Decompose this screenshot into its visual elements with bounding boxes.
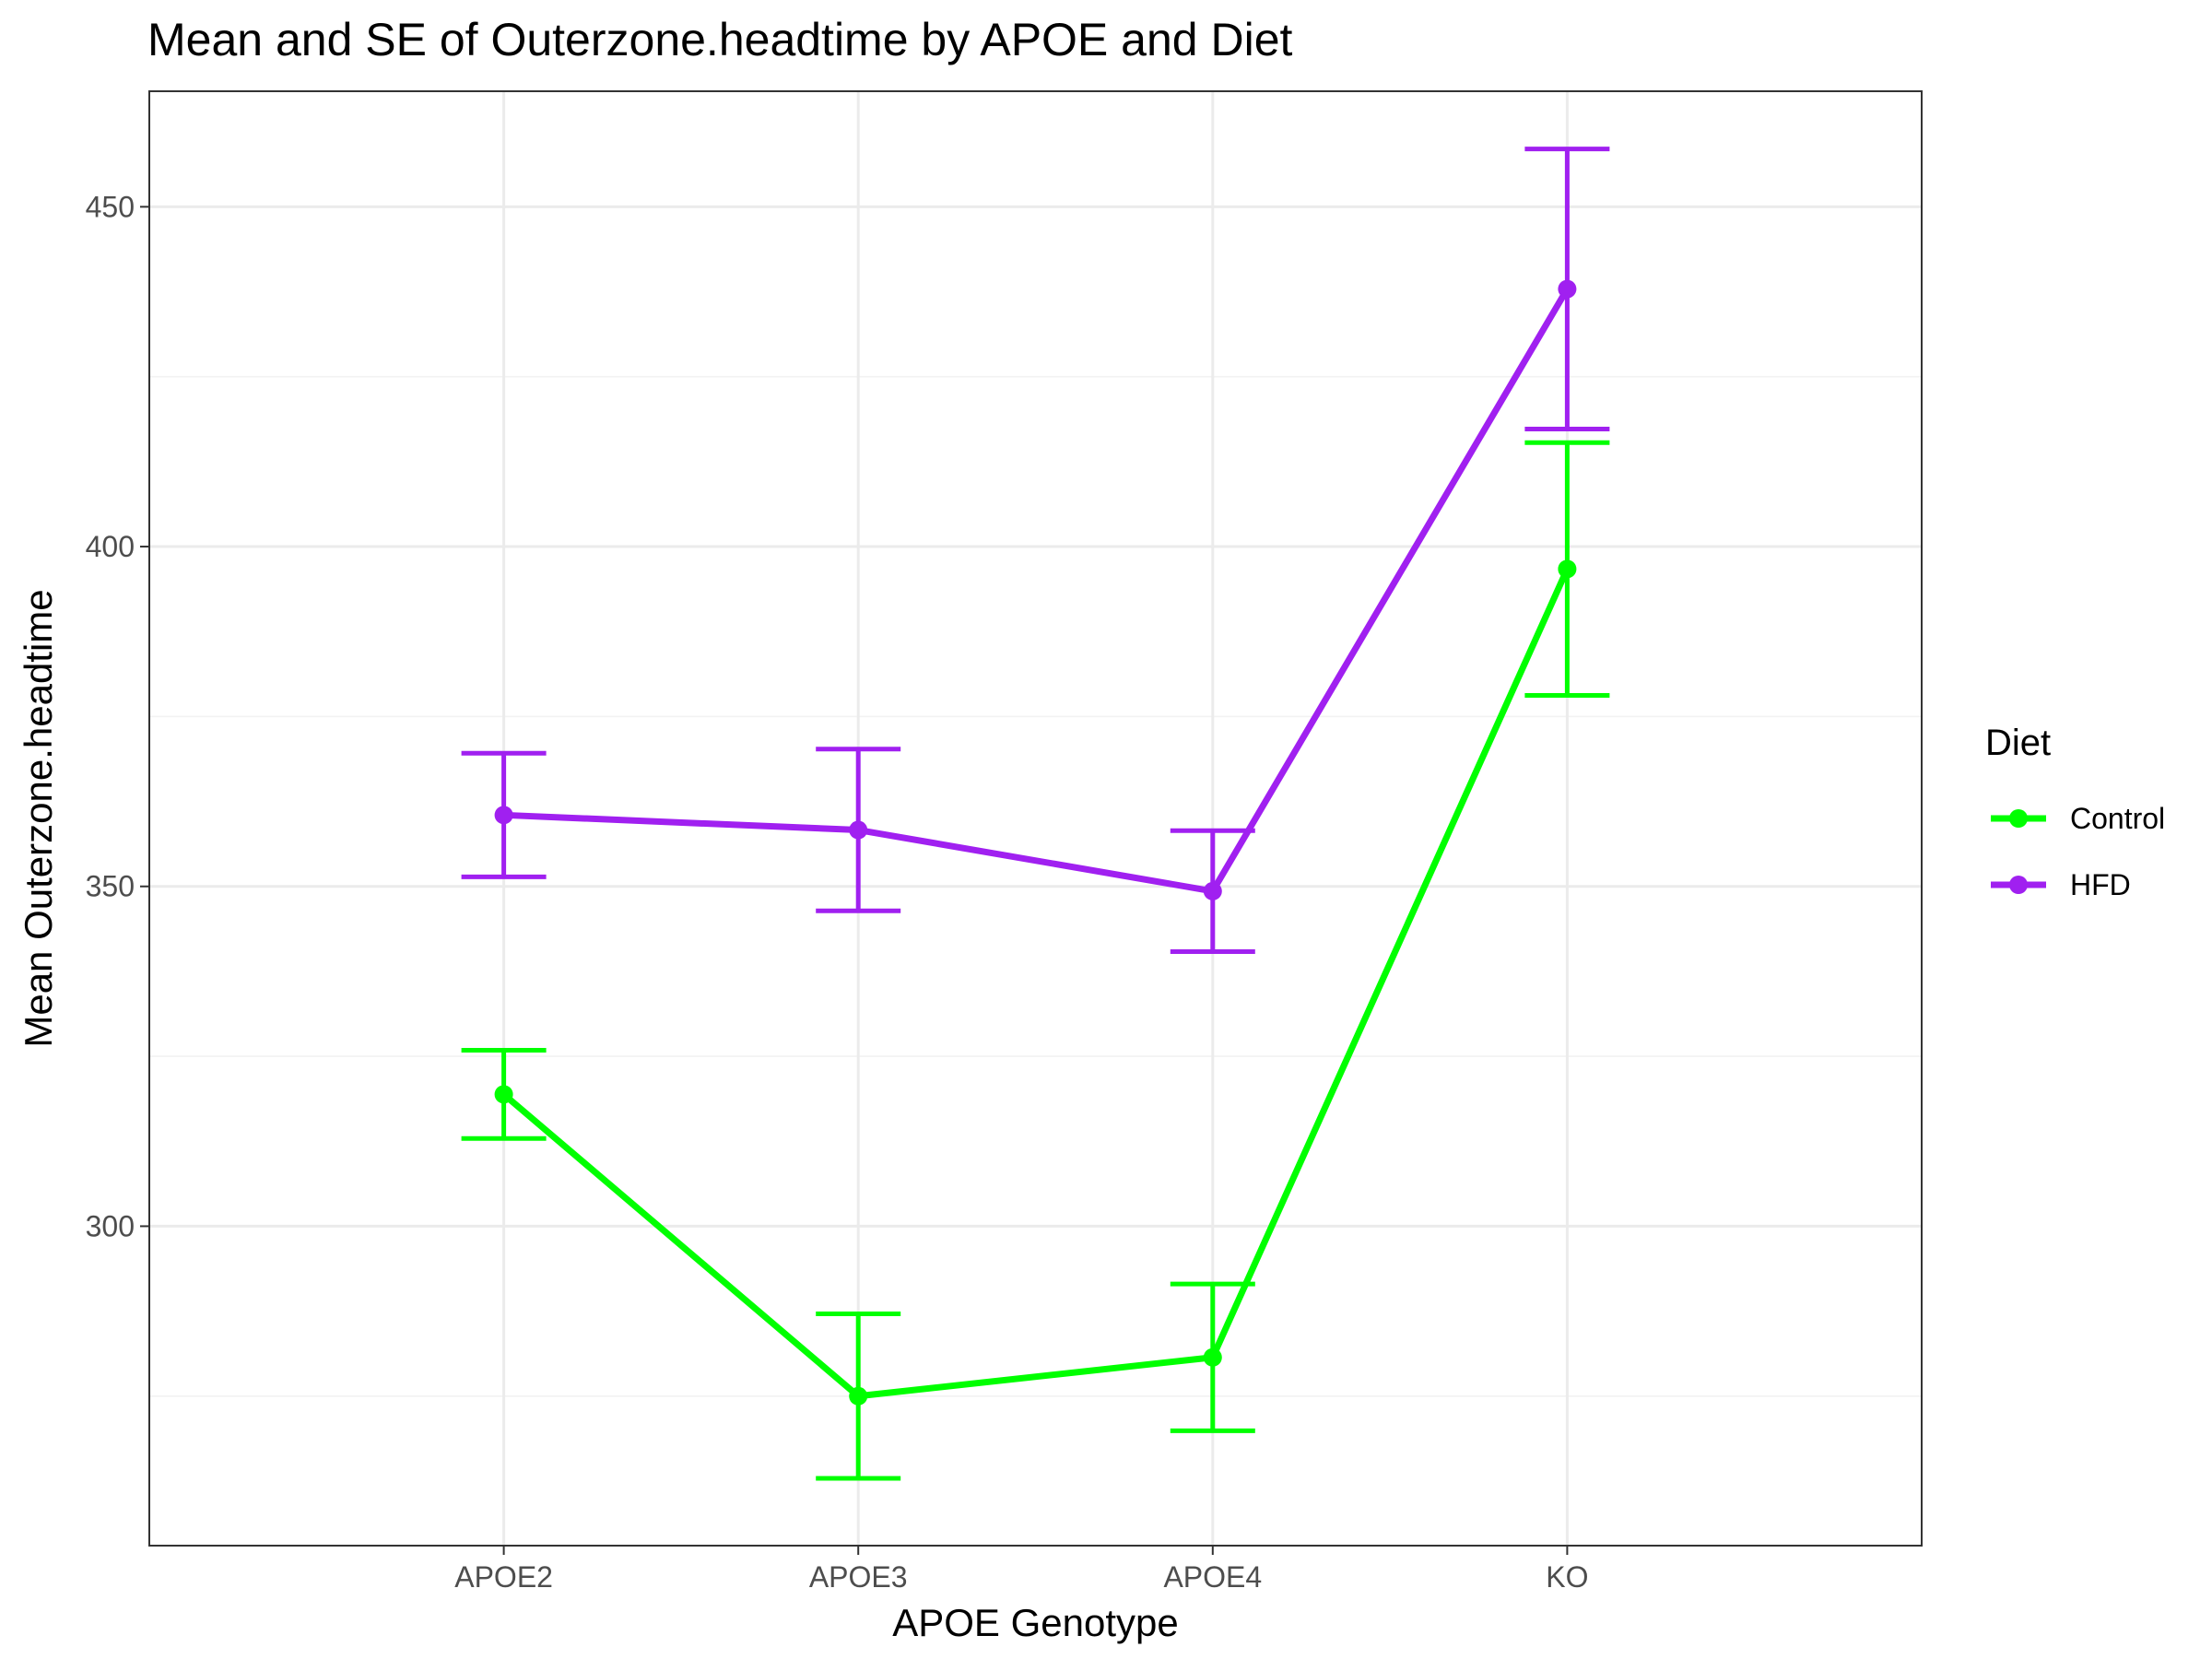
data-point (849, 820, 868, 840)
y-tick-label: 450 (86, 190, 135, 223)
series-line (501, 567, 1571, 1400)
data-point (494, 1085, 513, 1104)
legend-key-point (2009, 876, 2028, 894)
data-point (849, 1386, 868, 1406)
y-tick-label: 300 (86, 1209, 135, 1242)
y-tick-label: 400 (86, 530, 135, 563)
plot-panel (148, 90, 1923, 1547)
error-bars (461, 147, 1610, 1481)
x-tick-label: KO (1546, 1560, 1588, 1594)
legend: Diet Control HFD (1985, 723, 2165, 901)
x-axis-title: APOE Genotype (892, 1601, 1179, 1644)
x-tick-label: APOE2 (454, 1560, 553, 1594)
chart-title: Mean and SE of Outerzone.headtime by APO… (147, 14, 1293, 65)
series-lines (501, 287, 1571, 1400)
legend-entry: HFD (1991, 868, 2131, 901)
y-axis-title: Mean Outerzone.headtime (17, 589, 60, 1047)
legend-entry: Control (1991, 802, 2165, 835)
data-point (1558, 559, 1577, 579)
x-tick-label: APOE4 (1163, 1560, 1262, 1594)
data-point (1558, 279, 1577, 299)
legend-key-point (2009, 809, 2028, 828)
data-point (494, 806, 513, 825)
grid (149, 91, 1922, 1546)
legend-label: Control (2070, 802, 2165, 835)
data-point (1203, 881, 1222, 900)
legend-title: Diet (1985, 723, 2051, 763)
x-tick-label: APOE3 (809, 1560, 908, 1594)
legend-label: HFD (2070, 868, 2131, 901)
axes: 300 350 400 450 APOE2 APOE3 APOE4 KO (86, 190, 1589, 1594)
series-line (503, 287, 1571, 895)
data-point (1203, 1347, 1222, 1367)
y-tick-label: 350 (86, 870, 135, 903)
data-points (494, 279, 1577, 1406)
